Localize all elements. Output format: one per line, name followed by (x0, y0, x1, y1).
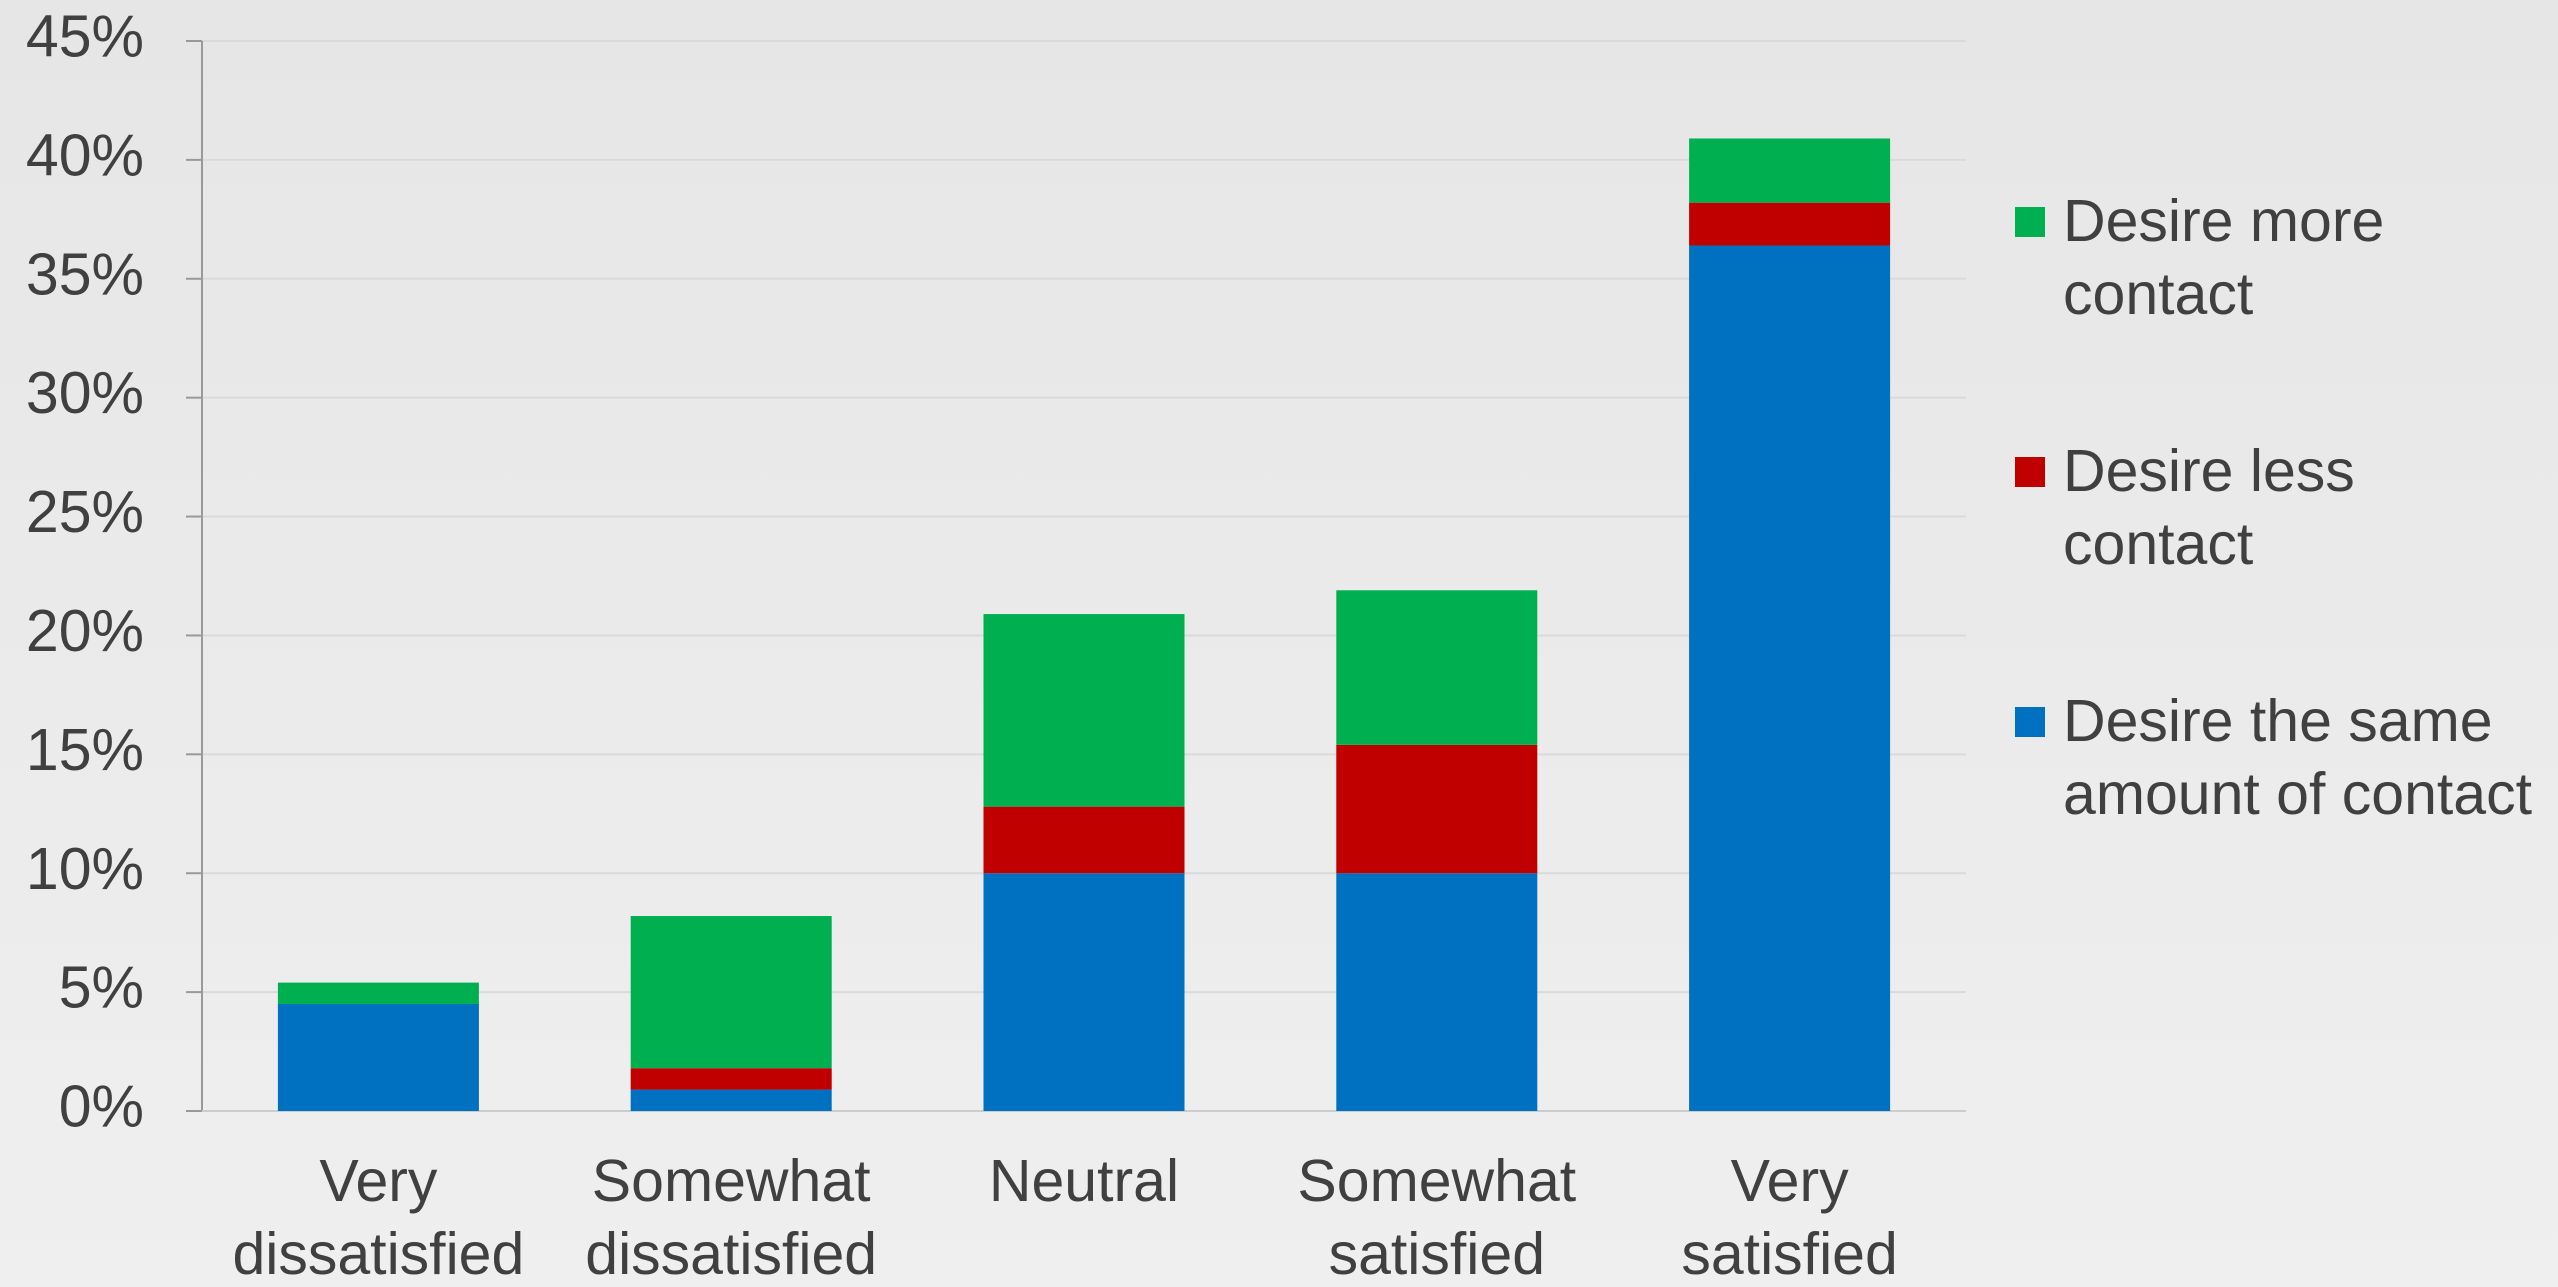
y-tick-label: 45% (26, 4, 144, 70)
y-tick-label: 10% (26, 836, 144, 902)
bar-segment (983, 614, 1185, 807)
bar-segment (1689, 202, 1891, 246)
y-tick-label: 35% (26, 241, 144, 307)
x-tick-label: Neutral (988, 1148, 1180, 1214)
y-tick-label: 30% (26, 360, 144, 426)
bar-segment (1689, 245, 1891, 1111)
y-tick-label: 25% (26, 479, 144, 545)
x-tick-label: Very satisfied (1681, 1148, 1898, 1287)
legend-label: Desire more contact (2063, 188, 2385, 327)
bar-segment (277, 1004, 479, 1111)
legend-label: Desire less contact (2063, 438, 2355, 577)
y-tick-label: 0% (59, 1074, 144, 1140)
legend-swatch (2015, 707, 2045, 737)
legend-label: Desire the same amount of contact (2063, 688, 2533, 827)
bar-segment (277, 982, 479, 1004)
bar-segment (1689, 138, 1891, 203)
y-tick-label: 15% (26, 717, 144, 783)
y-tick-label: 20% (26, 598, 144, 664)
legend-swatch (2015, 207, 2045, 237)
bar-segment (1336, 744, 1538, 874)
x-tick-label: Very dissatisfied (232, 1148, 525, 1287)
y-tick-label: 40% (26, 122, 144, 188)
bar-segment (630, 1089, 832, 1111)
legend-swatch (2015, 457, 2045, 487)
bar-segment (630, 916, 832, 1069)
bar-segment (1336, 873, 1538, 1111)
y-tick-label: 5% (59, 955, 144, 1021)
bar-segment (983, 806, 1185, 874)
bar-segment (630, 1068, 832, 1090)
x-tick-label: Somewhat dissatisfied (585, 1148, 878, 1287)
x-tick-label: Somewhat satisfied (1297, 1148, 1577, 1287)
bar-segment (1336, 590, 1538, 745)
bar-segment (983, 873, 1185, 1111)
